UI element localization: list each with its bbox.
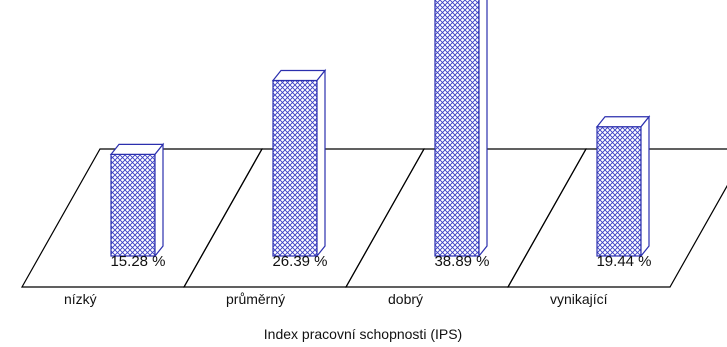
bar-side-2 [316, 68, 326, 258]
floor-panels [20, 148, 727, 288]
labels: 15.28 % nízký 26.39 % průměrný 38.89 % dobrý 1… [64, 253, 652, 307]
category-label-1: nízký [64, 291, 97, 307]
bar-top-2 [271, 69, 327, 82]
bar-top-1 [109, 143, 165, 155]
floor-panel [506, 148, 727, 288]
category-label-4: vynikající [550, 291, 608, 307]
bar-2 [272, 79, 318, 257]
category-label-2: průměrný [226, 291, 285, 307]
bar-3 [434, 0, 480, 257]
bar-side-3 [478, 0, 488, 258]
value-label-2: 26.39 % [272, 253, 327, 270]
bar-side-1 [154, 142, 164, 258]
value-label-4: 19.44 % [596, 253, 651, 270]
value-label-3: 38.89 % [434, 253, 489, 270]
bars [109, 0, 651, 258]
bar-4 [596, 126, 642, 257]
bar-1 [110, 153, 156, 257]
bar-top-4 [595, 116, 651, 128]
bar-side-4 [640, 115, 650, 258]
x-axis-title: Index pracovní schopnosti (IPS) [264, 326, 462, 342]
value-label-1: 15.28 % [110, 253, 165, 270]
category-label-3: dobrý [388, 291, 423, 307]
